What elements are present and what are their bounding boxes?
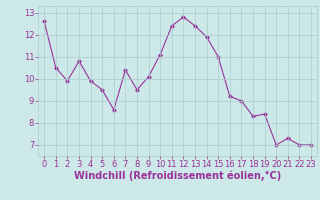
X-axis label: Windchill (Refroidissement éolien,°C): Windchill (Refroidissement éolien,°C): [74, 171, 281, 181]
